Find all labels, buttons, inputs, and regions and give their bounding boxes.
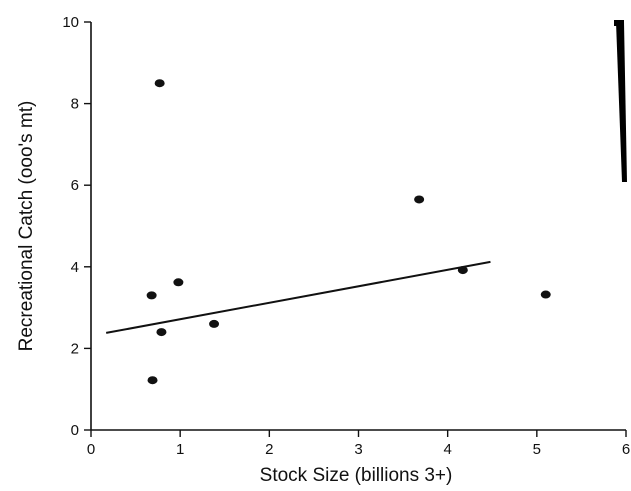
- data-point: [209, 320, 219, 328]
- data-point: [173, 278, 183, 286]
- data-point: [155, 79, 165, 87]
- x-tick-label: 6: [622, 441, 630, 458]
- y-tick-label: 8: [71, 96, 79, 113]
- scan-artifact: [614, 20, 627, 182]
- data-point: [458, 266, 468, 274]
- y-tick-label: 4: [71, 259, 79, 276]
- data-point: [156, 328, 166, 336]
- trendline-group: [106, 262, 490, 333]
- data-point: [148, 376, 158, 384]
- axes: [91, 22, 626, 430]
- x-tick-label: 5: [533, 441, 541, 458]
- y-tick-label: 6: [71, 177, 79, 194]
- x-tick-label: 4: [443, 441, 451, 458]
- ticks: 0 1 2 3 4 5 6 0 2 4 6 8 10: [62, 14, 630, 458]
- points-group: [147, 79, 551, 384]
- x-axis-label: Stock Size (billions 3+): [260, 465, 453, 486]
- x-tick-label: 1: [176, 441, 184, 458]
- y-tick-label: 2: [71, 340, 79, 357]
- data-point: [147, 291, 157, 299]
- x-tick-label: 3: [354, 441, 362, 458]
- y-tick-label: 10: [62, 14, 79, 31]
- x-tick-label: 2: [265, 441, 273, 458]
- data-point: [414, 195, 424, 203]
- x-tick-label: 0: [87, 441, 95, 458]
- y-axis-label: Recreational Catch (ooo's mt): [16, 101, 37, 352]
- trendline: [106, 262, 490, 333]
- data-point: [541, 291, 551, 299]
- y-tick-label: 0: [71, 422, 79, 439]
